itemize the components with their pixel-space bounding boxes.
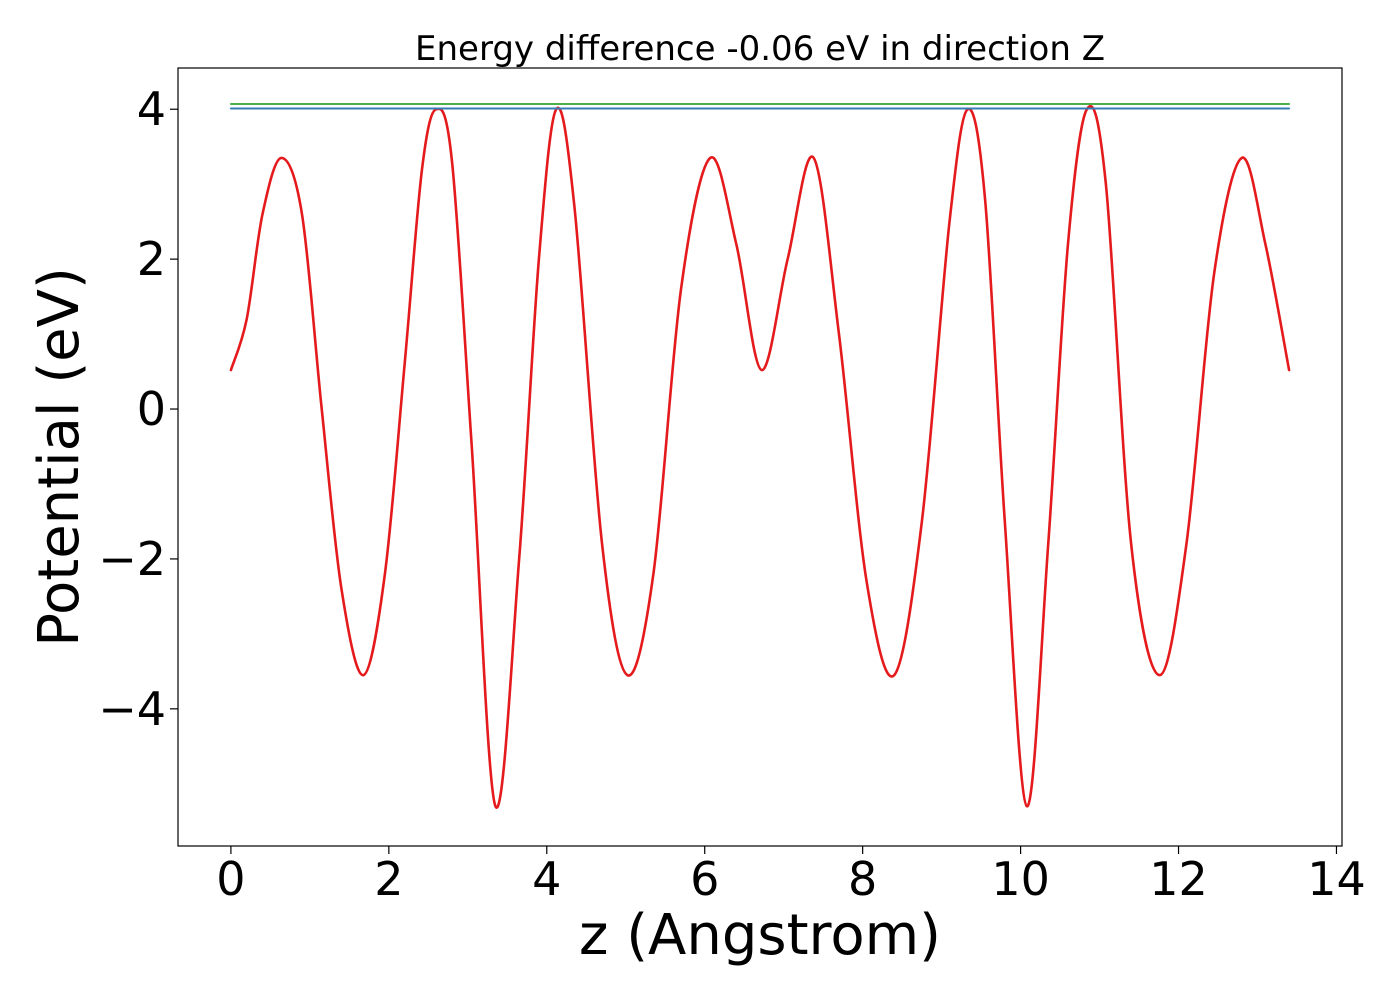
x-tick-label: 0	[216, 852, 245, 906]
x-axis-ticks: 0 2 4 6 8 10 12 14	[216, 846, 1366, 906]
y-axis-ticks: 4 2 0 −2 −4	[98, 82, 178, 736]
x-tick-label: 8	[848, 852, 877, 906]
x-axis-title: z (Angstrom)	[579, 903, 941, 968]
x-tick-label: 14	[1307, 852, 1366, 906]
x-tick-label: 4	[532, 852, 561, 906]
y-tick-label: 2	[137, 232, 166, 286]
y-axis-title: Potential (eV)	[27, 267, 92, 647]
x-tick-label: 2	[374, 852, 403, 906]
chart-title: Energy difference -0.06 eV in direction …	[415, 29, 1105, 69]
x-tick-label: 12	[1149, 852, 1208, 906]
y-tick-label: −4	[98, 682, 166, 736]
plot-frame	[177, 67, 1343, 847]
series-layer	[229, 102, 1291, 809]
y-tick-label: −2	[98, 532, 166, 586]
y-tick-label: 0	[137, 382, 166, 436]
x-tick-label: 6	[690, 852, 719, 906]
x-tick-label: 10	[991, 852, 1050, 906]
y-tick-label: 4	[137, 82, 166, 136]
